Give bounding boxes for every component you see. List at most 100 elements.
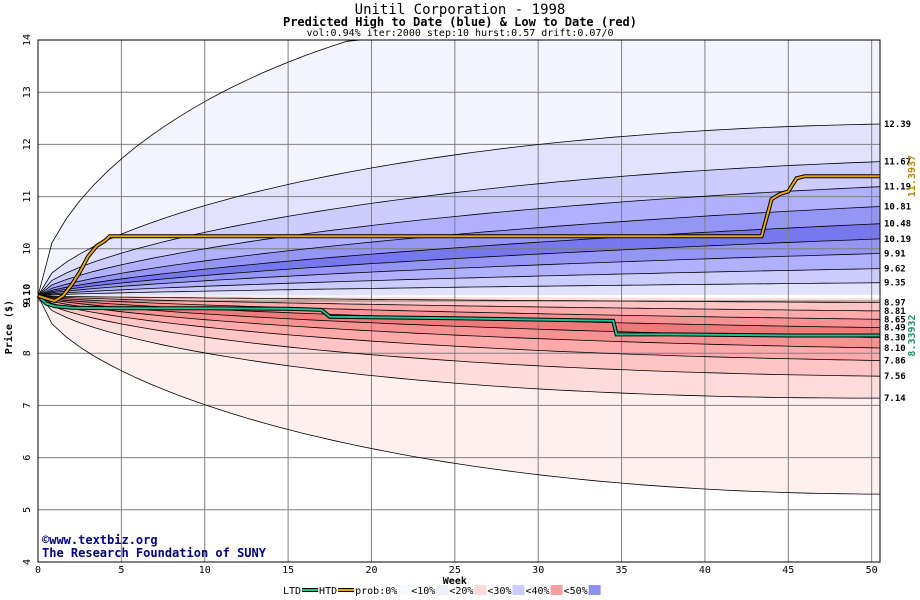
- edge-label-2: 11.19: [884, 183, 911, 193]
- x-tick-label-20: 20: [365, 565, 377, 576]
- y-tick-label-11: 11: [22, 191, 33, 203]
- contour-17: [37, 295, 881, 320]
- y-tick-label-10: 10: [22, 243, 33, 255]
- edge-label-3: 10.81: [884, 203, 911, 213]
- legend-label-0: LTD: [283, 586, 301, 597]
- legend-line-1: [338, 589, 355, 591]
- edge-label-0: 12.39: [884, 120, 911, 130]
- high-band-5: [38, 223, 880, 296]
- low-band-8: [38, 295, 880, 311]
- chart-params: vol:0.94% iter:2000 step:10 hurst:0.57 d…: [306, 28, 614, 39]
- low-band-2: [38, 295, 880, 377]
- edge-label-9: 8.97: [884, 299, 906, 309]
- contour-9: [37, 282, 881, 297]
- edge-label-17: 7.14: [884, 394, 906, 404]
- legend-label-2: prob:0%: [355, 586, 397, 597]
- contour-3: [37, 186, 881, 297]
- x-axis-title: Week: [443, 576, 467, 587]
- x-tick-label-5: 5: [118, 565, 124, 576]
- band-contours: [37, 39, 881, 495]
- contour-1: [37, 123, 881, 297]
- legend-swatch-3: [436, 585, 449, 595]
- legend-label-3: <10%: [411, 586, 435, 597]
- edge-label-10: 8.81: [884, 307, 906, 317]
- x-tick-label-40: 40: [699, 565, 711, 576]
- contour-11: [37, 295, 880, 399]
- edge-label-13: 8.30: [884, 334, 906, 344]
- contour-19: [37, 295, 881, 303]
- ltd-final-label: 8.33932: [907, 314, 918, 356]
- y-tick-label-5: 5: [22, 507, 33, 513]
- edge-label-14: 8.10: [884, 344, 906, 354]
- y-tick-label-13: 13: [22, 86, 33, 98]
- middle-band: [38, 294, 880, 299]
- htd-final-label: 11.3937: [907, 155, 918, 197]
- edge-label-1: 11.67: [884, 158, 911, 168]
- plot-frame: [37, 39, 881, 563]
- watermark-org: The Research Foundation of SUNY: [42, 546, 266, 560]
- y-tick-label-7: 7: [22, 402, 33, 408]
- low-band-5: [38, 295, 880, 338]
- edge-label-12: 8.49: [884, 324, 906, 334]
- chart-title: Unitil Corporation - 1998: [354, 2, 566, 18]
- legend-swatch-6: [550, 585, 563, 595]
- edge-label-6: 9.91: [884, 249, 906, 259]
- legend-label-1: HTD: [319, 586, 337, 597]
- edge-label-16: 7.56: [884, 372, 906, 382]
- legend-swatch-2: [398, 585, 411, 595]
- high-band-6: [38, 238, 880, 296]
- edge-label-15: 7.86: [884, 357, 906, 367]
- edge-label-5: 10.19: [884, 235, 911, 245]
- start-price-label: 9.10: [22, 284, 33, 308]
- y-tick-label-8: 8: [22, 350, 33, 356]
- legend-label-5: <30%: [487, 586, 511, 597]
- ltd-line: [37, 295, 880, 337]
- edge-label-11: 8.65: [884, 315, 906, 325]
- high-band-3: [38, 186, 880, 296]
- x-tick-label-45: 45: [782, 565, 794, 576]
- legend: LTD HTD prob:0% <10% <20% <30% <40% <50%: [283, 585, 601, 597]
- axis-labels: 0 5 10 15 20 25 30 35 40 45 504567891011121314Week…: [3, 34, 918, 587]
- low-band-7: [38, 295, 880, 320]
- x-tick-label-10: 10: [199, 565, 211, 576]
- contour-10: [37, 295, 880, 495]
- legend-line-0: [302, 589, 319, 591]
- x-tick-label-15: 15: [282, 565, 294, 576]
- legend-label-7: <50%: [564, 586, 588, 597]
- y-axis-title: Price ($): [3, 300, 15, 354]
- contour-4: [37, 206, 881, 297]
- contour-5: [37, 223, 881, 297]
- contour-14: [37, 295, 881, 349]
- low-band-1: [38, 295, 880, 399]
- legend-swatch-5: [512, 585, 525, 595]
- high-band-4: [38, 206, 880, 296]
- contour-8: [37, 268, 881, 297]
- low-band-6: [38, 295, 880, 328]
- contour-18: [37, 295, 881, 312]
- x-tick-label-0: 0: [35, 565, 41, 576]
- high-band-7: [38, 253, 880, 296]
- axes: [37, 39, 881, 563]
- legend-label-4: <20%: [449, 586, 473, 597]
- high-band-9: [38, 282, 880, 296]
- x-tick-label-50: 50: [866, 565, 878, 576]
- x-tick-label-35: 35: [616, 565, 628, 576]
- legend-swatch-7: [588, 585, 601, 595]
- legend-swatch-4: [474, 585, 487, 595]
- contour-6: [37, 238, 881, 297]
- series-lines: [36, 174, 880, 338]
- high-band-8: [38, 268, 880, 296]
- y-tick-label-6: 6: [22, 455, 33, 461]
- y-tick-label-4: 4: [22, 559, 33, 565]
- edge-label-8: 9.35: [884, 279, 906, 289]
- low-band-0: [38, 295, 880, 495]
- high-band-2: [38, 161, 880, 296]
- legend-label-6: <40%: [526, 586, 550, 597]
- edge-label-4: 10.48: [884, 220, 911, 230]
- y-tick-label-12: 12: [22, 138, 33, 150]
- y-tick-label-14: 14: [22, 34, 33, 46]
- htd-line: [37, 175, 880, 303]
- low-band-3: [38, 295, 880, 361]
- chart-subtitle: Predicted High to Date (blue) & Low to D…: [282, 15, 637, 29]
